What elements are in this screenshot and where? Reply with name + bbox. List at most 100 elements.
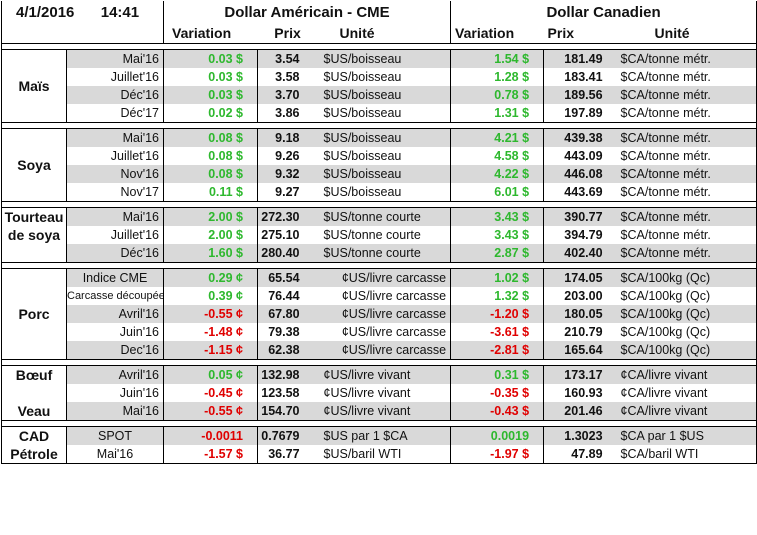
ca-unit-cell: $CA/baril WTI <box>610 445 757 464</box>
ca-unit-cell: $CA/tonne métr. <box>610 183 757 202</box>
ca-variation-cell: 4.21 $ <box>450 128 545 147</box>
us-variation-cell: 0.03 $ <box>163 68 259 86</box>
ca-unit-cell: ¢CA/livre vivant <box>610 384 757 402</box>
us-unit-cell: ¢US/livre carcasse <box>317 287 452 305</box>
us-price-cell: 9.32 <box>257 165 318 183</box>
ca-variation-cell: 0.0019 <box>450 426 545 445</box>
table-row: de soya Juillet'16 2.00 $275.10 $US/tonne c… <box>1 226 757 244</box>
us-price-cell: 3.86 <box>275 106 300 120</box>
ca-price-cell: 394.79 <box>564 228 603 242</box>
us-unit-cell: ¢US/livre carcasse <box>317 341 452 360</box>
group-separator <box>0 122 757 129</box>
ca-unit-cell: $CA/tonne métr. <box>610 128 757 147</box>
ca-variation-cell: 1.28 $ <box>450 68 545 86</box>
us-price-cell: 79.38 <box>268 325 300 339</box>
contract-cell: Mai'16 <box>65 207 165 226</box>
table-row: Nov'17 0.11 $ 9.27 $US/boisseau 6.01 $ 443.69… <box>2 183 757 202</box>
us-unite-header: Unité <box>317 23 451 44</box>
table-row: Juin'16 -1.48 ¢ 79.38 ¢US/livre carcasse -3.… <box>1 323 757 360</box>
contract-cell: Avril'16 <box>65 365 165 384</box>
table-row: Soya Mai'16 0.08 $9.18 $US/boisseau 4.21 $43… <box>1 128 757 202</box>
ca-price-cell: 180.05 <box>543 305 611 323</box>
commodity-label <box>1 384 67 402</box>
ca-unit-cell: ¢CA/livre vivant <box>610 402 757 421</box>
us-variation-cell: 0.08 $ <box>163 165 259 183</box>
us-unit-cell: $US/boisseau <box>317 147 452 165</box>
ca-variation-cell: 3.43 $ <box>450 207 545 226</box>
us-variation-header: Variation <box>163 23 258 44</box>
us-price-cell: 65.54 <box>257 268 318 287</box>
us-variation-cell: 0.02 $ <box>163 104 259 123</box>
ca-unit-cell: $CA/100kg (Qc) <box>610 268 757 287</box>
us-price-cell: 123.58 <box>261 386 300 400</box>
contract-cell: Nov'16 <box>65 165 165 183</box>
us-variation-cell: 0.03 $ <box>163 49 259 68</box>
us-price-cell: 275.10 <box>261 228 300 242</box>
us-price-cell: 62.38 <box>257 341 318 360</box>
us-unit-cell: $US/tonne courte <box>317 207 452 226</box>
us-variation-cell: 1.60 $ <box>163 244 259 263</box>
ca-group-title: Dollar Canadien <box>450 1 757 23</box>
us-unit-cell: ¢US/livre carcasse <box>317 305 452 323</box>
table-row: Juillet'16 0.03 $ 3.58 $US/boisseau 1.28 $ 18… <box>2 68 757 86</box>
us-unit-cell: $US/boisseau <box>317 68 452 86</box>
us-variation-cell: -0.0011 <box>163 426 259 445</box>
ca-price-cell: 210.79 <box>564 325 603 339</box>
ca-price-cell: 165.64 <box>543 341 611 360</box>
us-variation-cell: 0.29 ¢ <box>163 268 259 287</box>
ca-variation-cell: -0.43 $ <box>450 402 545 421</box>
us-variation-cell: -0.55 ¢ <box>163 402 259 421</box>
ca-variation-cell: 4.58 $ <box>450 147 545 165</box>
ca-unit-cell: $CA/tonne métr. <box>610 244 757 263</box>
us-price-cell: 76.44 <box>268 289 300 303</box>
group-separator <box>0 262 757 269</box>
table-row: Nov'16 0.08 $9.32 $US/boisseau 4.22 $446.08… <box>2 165 757 183</box>
us-group-title: Dollar Américain - CME <box>163 1 451 23</box>
group-separator <box>0 43 757 50</box>
table-row: Bœuf Avril'16 0.05 ¢ 132.98 ¢US/livre vivant… <box>1 365 757 384</box>
us-price-cell: 132.98 <box>257 365 318 384</box>
contract-cell: Déc'17 <box>65 104 165 123</box>
ca-price-cell: 443.09 <box>564 149 603 163</box>
group-separator <box>0 420 757 427</box>
ca-unit-cell: $CA/tonne métr. <box>610 165 757 183</box>
ca-variation-cell: -1.97 $ <box>450 445 545 464</box>
us-variation-cell: -1.57 $ <box>163 445 259 464</box>
commodity-label: de soya <box>1 226 67 244</box>
ca-unit-cell: $CA/tonne métr. <box>610 68 757 86</box>
us-unit-cell: $US/boisseau <box>317 104 452 123</box>
us-unit-cell: $US/baril WTI <box>317 445 452 464</box>
contract-cell: Juin'16 <box>65 384 165 402</box>
commodity-label: Veau <box>1 402 67 421</box>
ca-price-cell: 203.00 <box>564 289 603 303</box>
us-unit-cell: ¢US/livre carcasse <box>317 323 452 341</box>
ca-unit-cell: $CA/100kg (Qc) <box>610 287 757 305</box>
table-row: Carcasse découpée 0.39 ¢ 76.44 ¢US/livre ca… <box>2 287 757 305</box>
ca-price-cell: 443.69 <box>564 185 603 199</box>
ca-variation-cell: -2.81 $ <box>450 341 545 360</box>
contract-cell: SPOT <box>65 426 165 445</box>
report-time: 14:41 <box>100 3 140 21</box>
contract-cell: Dec'16 <box>65 341 165 360</box>
commodity-label: Bœuf <box>1 365 67 384</box>
ca-variation-cell: 4.22 $ <box>450 165 545 183</box>
group-separator <box>0 201 757 208</box>
ca-variation-cell: 6.01 $ <box>450 183 545 202</box>
commodity-label: Porc <box>1 305 67 323</box>
contract-cell: Juin'16 <box>65 323 165 341</box>
us-price-cell: 272.30 <box>257 207 318 226</box>
us-variation-cell: 0.11 $ <box>163 183 259 202</box>
us-price-cell: 9.27 <box>275 185 300 199</box>
ca-unit-cell: $CA/100kg (Qc) <box>610 305 757 323</box>
commodity-label: Maïs <box>1 49 67 123</box>
header-row-2: Variation Prix Unité Variation Prix Unit… <box>0 23 757 44</box>
us-unit-cell: ¢US/livre carcasse <box>317 268 452 287</box>
us-variation-cell: 2.00 $ <box>163 207 259 226</box>
us-price-cell: 0.7679 <box>257 426 318 445</box>
us-unit-cell: $US/tonne courte <box>317 226 452 244</box>
table-row: Déc'16 1.60 $280.40 $US/tonne courte 2.87 $… <box>1 244 757 263</box>
us-price-cell: 3.58 <box>275 70 300 84</box>
report-date: 4/1/2016 <box>16 3 75 21</box>
table-row: Maïs Mai'16 0.03 $3.54 $US/boisseau 1.54 $18… <box>1 49 757 123</box>
